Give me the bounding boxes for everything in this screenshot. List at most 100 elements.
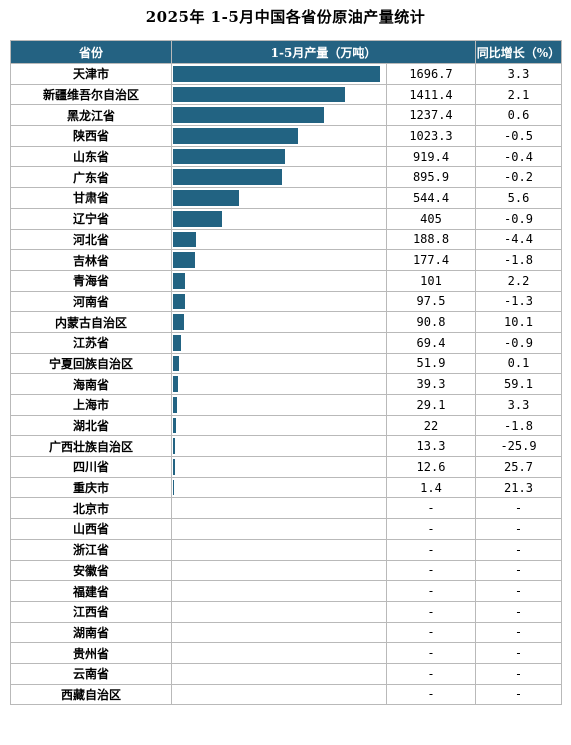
output-bar	[173, 459, 175, 475]
yoy-cell: -0.2	[475, 166, 562, 189]
output-value-cell: -	[386, 662, 476, 685]
province-cell: 上海市	[10, 394, 172, 416]
output-value-cell: 405	[386, 207, 476, 230]
province-cell: 新疆维吾尔自治区	[10, 83, 172, 106]
table-row: 甘肃省 544.4 5.6	[10, 187, 562, 209]
table-row: 福建省 - -	[10, 580, 562, 602]
yoy-cell: -	[475, 497, 562, 520]
output-value-cell: 39.3	[386, 373, 476, 395]
bar-cell	[171, 269, 387, 292]
bar-cell	[171, 352, 387, 375]
yoy-cell: 21.3	[475, 476, 562, 499]
output-bar	[173, 252, 195, 268]
bar-cell	[171, 249, 387, 271]
table-row: 海南省 39.3 59.1	[10, 373, 562, 395]
bar-cell	[171, 580, 387, 602]
bar-cell	[171, 642, 387, 664]
yoy-cell: -4.4	[475, 228, 562, 251]
output-value-cell: 69.4	[386, 331, 476, 354]
output-bar	[173, 190, 240, 206]
province-cell: 福建省	[10, 580, 172, 602]
bar-cell	[171, 373, 387, 395]
yoy-cell: -	[475, 580, 562, 602]
output-value-cell: -	[386, 497, 476, 520]
output-bar	[173, 272, 186, 289]
bar-cell	[171, 538, 387, 561]
table-row: 湖北省 22 -1.8	[10, 414, 562, 437]
yoy-cell: 25.7	[475, 456, 562, 478]
column-header-output: 1-5月产量（万吨）	[171, 40, 476, 64]
yoy-cell: -0.4	[475, 145, 562, 168]
bar-cell	[171, 394, 387, 416]
bar-cell	[171, 331, 387, 354]
table-row: 河北省 188.8 -4.4	[10, 228, 562, 251]
table-row: 上海市 29.1 3.3	[10, 394, 562, 416]
yoy-cell: -	[475, 642, 562, 664]
bar-cell	[171, 497, 387, 520]
output-value-cell: -	[386, 559, 476, 582]
table-row: 西藏自治区 - -	[10, 683, 562, 706]
output-bar	[173, 128, 298, 144]
province-cell: 北京市	[10, 497, 172, 520]
output-value-cell: -	[386, 621, 476, 644]
bar-cell	[171, 476, 387, 499]
province-cell: 内蒙古自治区	[10, 311, 172, 333]
output-value-cell: 1237.4	[386, 104, 476, 127]
province-cell: 吉林省	[10, 249, 172, 271]
table-header: 省份 1-5月产量（万吨） 同比增长（%）	[10, 40, 562, 64]
output-bar	[173, 314, 185, 330]
output-value-cell: 13.3	[386, 435, 476, 458]
table-row: 北京市 - -	[10, 497, 562, 520]
output-value-cell: 1023.3	[386, 125, 476, 147]
output-value-cell: 1696.7	[386, 63, 476, 85]
province-cell: 贵州省	[10, 642, 172, 664]
output-bar	[173, 231, 197, 248]
output-bar	[173, 334, 182, 351]
output-bar	[173, 417, 176, 434]
province-cell: 四川省	[10, 456, 172, 478]
output-value-cell: -	[386, 538, 476, 561]
table-row: 贵州省 - -	[10, 642, 562, 664]
yoy-cell: -	[475, 683, 562, 706]
yoy-cell: 59.1	[475, 373, 562, 395]
output-bar	[173, 66, 380, 82]
province-cell: 云南省	[10, 662, 172, 685]
chart-title: 2025年 1-5月中国各省份原油产量统计	[145, 8, 426, 26]
bar-cell	[171, 207, 387, 230]
province-cell: 甘肃省	[10, 187, 172, 209]
table-row: 山西省 - -	[10, 518, 562, 540]
province-cell: 河南省	[10, 290, 172, 313]
province-cell: 江苏省	[10, 331, 172, 354]
table-row: 湖南省 - -	[10, 621, 562, 644]
yoy-cell: -0.9	[475, 207, 562, 230]
column-header-province: 省份	[10, 40, 172, 64]
yoy-cell: -	[475, 662, 562, 685]
bar-cell	[171, 166, 387, 189]
province-cell: 海南省	[10, 373, 172, 395]
output-value-cell: 12.6	[386, 456, 476, 478]
province-cell: 宁夏回族自治区	[10, 352, 172, 375]
column-header-yoy: 同比增长（%）	[475, 40, 562, 64]
output-value-cell: 919.4	[386, 145, 476, 168]
output-bar	[173, 438, 175, 455]
output-bar	[173, 376, 178, 392]
output-value-cell: 177.4	[386, 249, 476, 271]
yoy-cell: -	[475, 600, 562, 623]
yoy-cell: -	[475, 518, 562, 540]
table-row: 新疆维吾尔自治区 1411.4 2.1	[10, 83, 562, 106]
output-value-cell: 544.4	[386, 187, 476, 209]
table-row: 山东省 919.4 -0.4	[10, 145, 562, 168]
province-cell: 浙江省	[10, 538, 172, 561]
province-cell: 江西省	[10, 600, 172, 623]
bar-cell	[171, 83, 387, 106]
bar-cell	[171, 104, 387, 127]
yoy-cell: 0.1	[475, 352, 562, 375]
province-cell: 湖南省	[10, 621, 172, 644]
output-bar	[173, 479, 174, 496]
yoy-cell: -25.9	[475, 435, 562, 458]
yoy-cell: -	[475, 538, 562, 561]
output-bar	[173, 148, 286, 165]
table-row: 青海省 101 2.2	[10, 269, 562, 292]
province-cell: 重庆市	[10, 476, 172, 499]
table-row: 广东省 895.9 -0.2	[10, 166, 562, 189]
